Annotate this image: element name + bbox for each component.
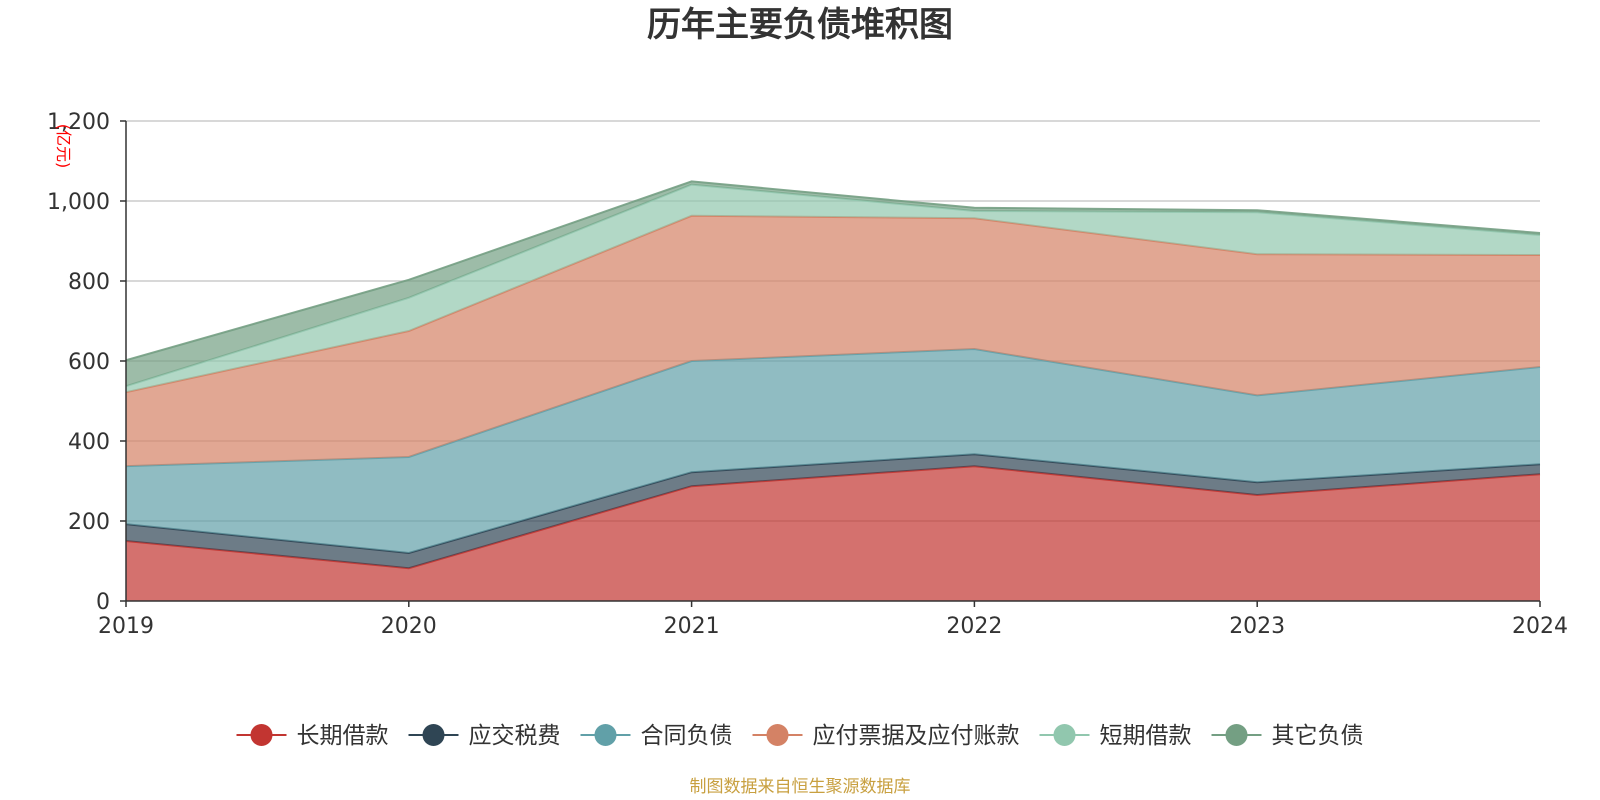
- area-6: [126, 181, 1540, 387]
- x-tick-label-2024: 2024: [1512, 614, 1568, 639]
- legend-marker-1: [250, 724, 273, 746]
- legend-marker-2: [422, 724, 445, 746]
- y-tick-label-1000: 1,000: [47, 190, 110, 215]
- area-series: [125, 180, 1541, 601]
- legend-item-1: 长期借款: [236, 723, 389, 749]
- x-tick-label-2019: 2019: [98, 614, 154, 639]
- area-3: [126, 349, 1540, 553]
- legend-label-2: 应交税费: [469, 723, 561, 749]
- y-tick-label-400: 400: [68, 430, 110, 455]
- legend-label-1: 长期借款: [297, 723, 389, 749]
- area-2: [126, 454, 1540, 569]
- area-4: [126, 215, 1540, 467]
- y-tick-label-600: 600: [68, 350, 110, 375]
- legend-label-5: 短期借款: [1100, 723, 1192, 749]
- legend-marker-6: [1225, 724, 1248, 746]
- legend-item-3: 合同负债: [580, 723, 733, 749]
- legend-label-6: 其它负债: [1272, 723, 1364, 749]
- axes: 0 200 400 600 800 1,000 1,200 2019 2020 2021 2022 2…: [47, 110, 1568, 639]
- area-line-6: [125, 180, 1541, 362]
- legend-marker-5: [1053, 724, 1076, 746]
- legend-item-2: 应交税费: [408, 723, 561, 749]
- legend-marker-4: [766, 724, 789, 746]
- y-tick-label-800: 800: [68, 270, 110, 295]
- y-tick-label-200: 200: [68, 510, 110, 535]
- legend-item-5: 短期借款: [1039, 723, 1192, 749]
- x-tick-label-2022: 2022: [946, 614, 1002, 639]
- legend-item-4: 应付票据及应付账款: [752, 723, 1020, 749]
- legend: 长期借款 应交税费 合同负债 应付票据及应付账款 短期借款 其它负债: [236, 723, 1364, 749]
- x-tick-label-2021: 2021: [664, 614, 720, 639]
- legend-marker-3: [594, 724, 617, 746]
- source-note: 制图数据来自恒生聚源数据库: [690, 777, 911, 797]
- legend-label-3: 合同负债: [641, 723, 733, 749]
- y-tick-label-1200: 1,200: [47, 110, 110, 135]
- x-tick-label-2020: 2020: [381, 614, 437, 639]
- x-tick-label-2023: 2023: [1229, 614, 1285, 639]
- y-axis-unit: (亿元): [54, 124, 73, 169]
- chart-title: 历年主要负债堆积图: [647, 5, 953, 45]
- y-tick-label-0: 0: [96, 590, 110, 615]
- area-5: [126, 184, 1540, 393]
- legend-label-4: 应付票据及应付账款: [813, 723, 1020, 749]
- legend-item-6: 其它负债: [1211, 723, 1364, 749]
- area-1: [126, 466, 1540, 601]
